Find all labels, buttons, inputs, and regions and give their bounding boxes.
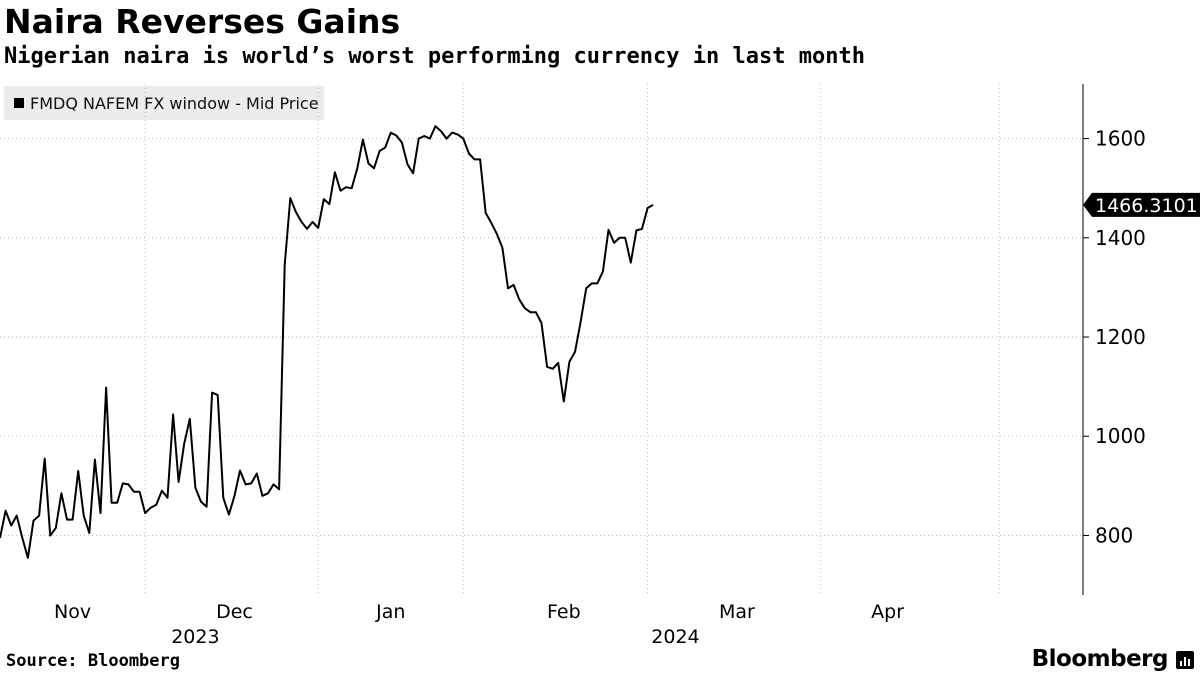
chart-title: Naira Reverses Gains (4, 2, 401, 41)
y-tick-label: 800 (1095, 523, 1133, 547)
y-tick-label: 1400 (1095, 226, 1146, 250)
legend: FMDQ NAFEM FX window - Mid Price (4, 86, 324, 120)
x-tick-label: Mar (719, 601, 755, 623)
x-tick-label: Jan (375, 601, 405, 623)
legend-label: FMDQ NAFEM FX window - Mid Price (30, 93, 319, 113)
chart-subtitle: Nigerian naira is world’s worst performi… (4, 44, 865, 69)
y-tick-label: 1200 (1095, 325, 1146, 349)
bloomberg-terminal-icon (1176, 651, 1194, 669)
x-tick-label: Feb (547, 601, 581, 623)
x-tick-label: Dec (216, 601, 253, 623)
x-year-label: 2023 (171, 626, 219, 648)
last-value-flag (1083, 192, 1200, 217)
y-tick-label: 1000 (1095, 424, 1146, 448)
brand-logo-text: Bloomberg (1031, 646, 1169, 672)
y-tick-label: 1600 (1095, 127, 1146, 151)
x-tick-label: Nov (54, 601, 91, 623)
last-value-label: 1466.3101 (1095, 195, 1198, 217)
legend-swatch-icon (14, 98, 24, 108)
x-tick-label: Apr (871, 601, 904, 623)
source-note: Source: Bloomberg (6, 651, 180, 671)
line-chart: 800 1000 1200 1400 1600 1466.3101 Nov Dec Jan Feb… (0, 84, 1200, 648)
series-line (0, 125, 654, 559)
x-year-label: 2024 (651, 626, 699, 648)
